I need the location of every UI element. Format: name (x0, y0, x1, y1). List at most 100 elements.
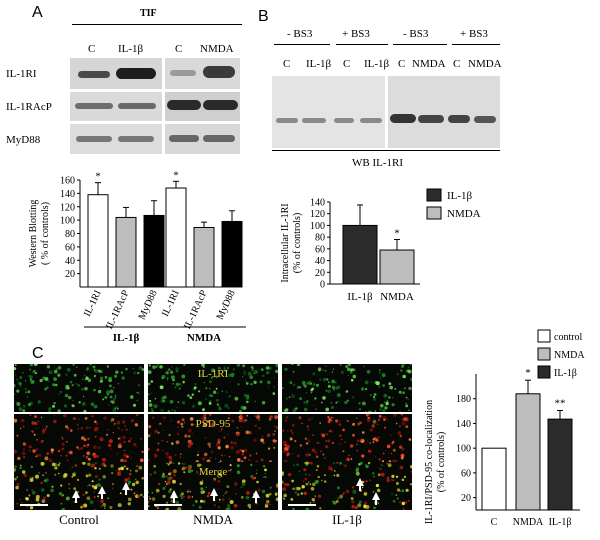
lane-label-b2: IL-1β (306, 58, 332, 70)
blot-a-il1racp-left (70, 92, 162, 121)
b-ytick-label: 120 (310, 209, 325, 220)
blot-a-myd88-right (165, 124, 240, 154)
c-legend-label: IL-1β (554, 368, 577, 379)
b-xtick-label: NMDA (380, 291, 414, 303)
a-bar (143, 214, 165, 288)
b-legend-swatch (426, 188, 442, 202)
micro-panel-r3-c2: Merge (148, 462, 278, 510)
b-ylabel: Intracellular IL-1RI(% of controls) (280, 203, 303, 282)
b-legend-label: NMDA (447, 208, 481, 220)
c-xtick-label: NMDA (513, 517, 544, 528)
micro-texture (14, 462, 144, 510)
arrow-marker (252, 490, 260, 503)
bs3-line-2 (336, 44, 388, 45)
row-label-il1racp: IL-1RAcP (6, 101, 52, 113)
a-xtick-label: IL-1RI (160, 289, 182, 319)
a-ytick-label: 60 (65, 242, 75, 253)
bs3-line-4 (452, 44, 500, 45)
lane-label-b3: C (343, 58, 351, 70)
arrow-marker (356, 478, 364, 491)
a-ytick-label: 100 (60, 216, 75, 227)
panel-a-letter: A (32, 4, 43, 21)
micro-texture (282, 462, 412, 510)
b-ytick-label: 0 (320, 280, 325, 291)
c-legend-swatch (537, 347, 551, 361)
b-ytick-label: 140 (310, 198, 325, 209)
blot-a-il1ri-right (165, 58, 240, 89)
a-xtick-label: IL-1RAcP (182, 288, 210, 331)
c-ytick-label: 100 (456, 444, 471, 455)
c-ytick-label: 140 (456, 419, 471, 430)
a-ytick-label: 160 (60, 176, 75, 187)
lane-label-b5: C (398, 58, 406, 70)
arrow-marker (170, 490, 178, 503)
micro-panel-r1-c1 (14, 364, 144, 412)
micro-caption-control: Control (59, 512, 99, 527)
c-ytick-label: 20 (461, 493, 471, 504)
c-bar (515, 393, 541, 511)
c-sig: * (525, 367, 531, 379)
row-label-myd88: MyD88 (6, 134, 41, 146)
micro-caption-il1b: IL-1β (332, 512, 362, 527)
a-sig: * (173, 169, 179, 181)
b-legend-label: IL-1β (447, 190, 473, 202)
chart-a: 20 40 60 80 100 120 140 160 Western Blotting( % … (28, 169, 246, 344)
b-sig: * (394, 227, 400, 239)
blot-a-il1racp-right (165, 92, 240, 121)
lane-label-a4: NMDA (200, 43, 234, 55)
a-bar (193, 226, 215, 288)
bs3-line-1 (274, 44, 330, 45)
wb-line (272, 150, 500, 151)
lane-label-b6: NMDA (412, 58, 446, 70)
b-xtick-label: IL-1β (347, 291, 373, 303)
lane-label-b1: C (283, 58, 291, 70)
b-bar (342, 224, 378, 285)
a-xtick-label: MyD88 (215, 289, 238, 322)
a-ytick-label: 140 (60, 189, 75, 200)
micro-texture (148, 364, 278, 412)
a-xtick-label: IL-1RI (82, 289, 104, 319)
lane-label-b7: C (453, 58, 461, 70)
lane-label-a2: IL-1β (118, 43, 144, 55)
blot-b-right (388, 76, 500, 148)
c-ytick-label: 180 (456, 394, 471, 405)
a-sig: * (95, 171, 101, 183)
micro-caption-nmda: NMDA (193, 512, 233, 527)
b-ytick-label: 40 (315, 256, 325, 267)
a-bar (221, 220, 243, 288)
lane-label-a1: C (88, 43, 96, 55)
lane-label-b4: IL-1β (364, 58, 390, 70)
blot-b-left (272, 76, 385, 148)
micro-panel-r3-c3 (282, 462, 412, 510)
b-ytick-label: 100 (310, 221, 325, 232)
micro-panel-r2-c1 (14, 414, 144, 462)
c-legend-swatch (537, 365, 551, 379)
bs3-line-3 (393, 44, 447, 45)
micro-texture (14, 364, 144, 412)
micro-channel-label: IL-1RI (197, 368, 229, 380)
arrow-marker (72, 490, 80, 503)
c-xtick-label: C (491, 517, 498, 528)
arrow-marker (372, 492, 380, 505)
c-xtick-label: IL-1β (549, 517, 572, 528)
b-ytick-label: 60 (315, 244, 325, 255)
c-legend-swatch (537, 329, 551, 343)
micro-channel-label: Merge (198, 466, 228, 478)
b-ytick-label: 80 (315, 233, 325, 244)
scale-bar (154, 504, 182, 506)
wb-label: WB IL-1RI (352, 157, 404, 169)
c-legend-label: control (554, 332, 583, 343)
panel-c-letter: C (32, 345, 44, 362)
micro-texture (282, 414, 412, 462)
a-ytick-label: 80 (65, 229, 75, 240)
micro-panel-r2-c3 (282, 414, 412, 462)
micro-panel-r1-c3 (282, 364, 412, 412)
arrow-marker (98, 486, 106, 499)
lane-label-b8: NMDA (468, 58, 502, 70)
c-bar (481, 447, 507, 511)
arrow-marker (122, 482, 130, 495)
a-bar (87, 194, 109, 288)
c-sig: ** (555, 397, 566, 409)
micro-panel-r2-c2: PSD-95 (148, 414, 278, 462)
